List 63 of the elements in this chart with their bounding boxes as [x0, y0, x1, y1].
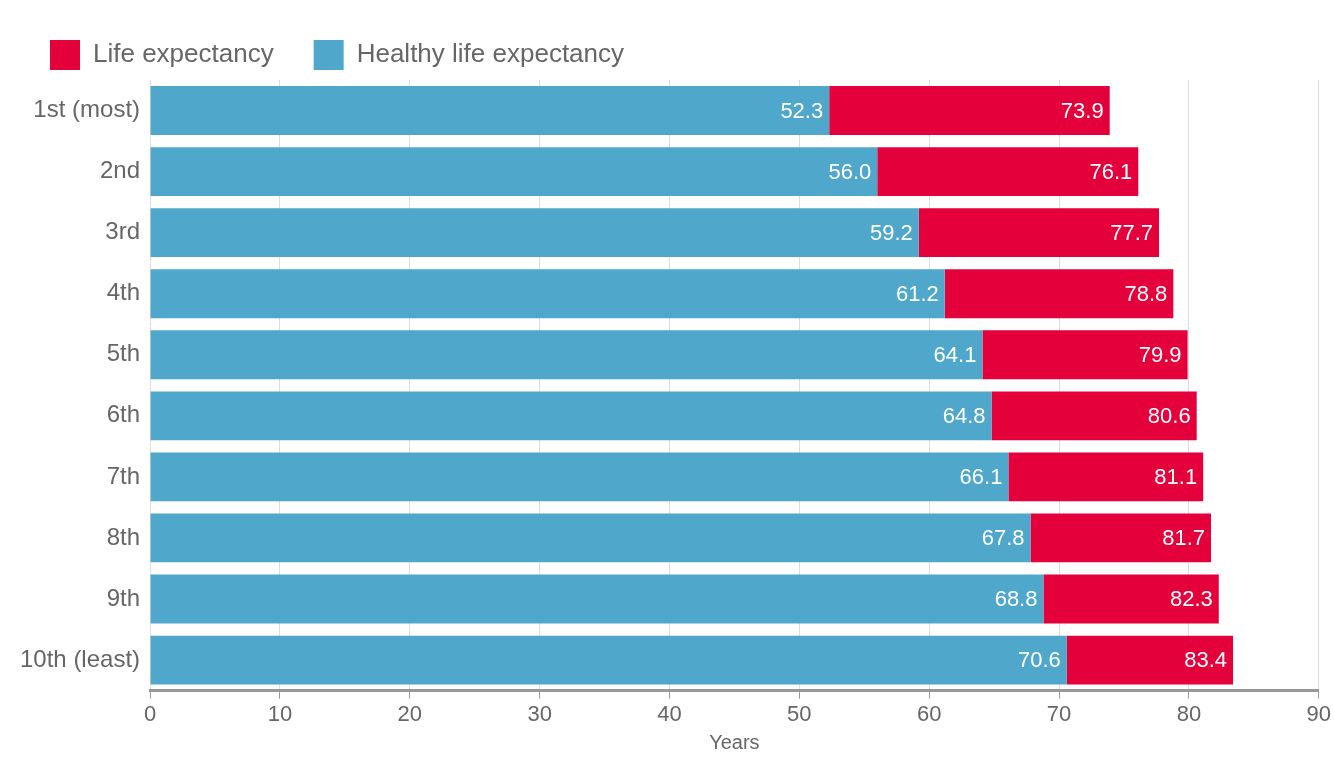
- bar: [150, 574, 1044, 624]
- bar: [1066, 635, 1234, 685]
- data-label: 52.3: [780, 97, 824, 123]
- y-tick-label: 5th: [106, 339, 141, 367]
- y-tick-label: 2nd: [100, 156, 141, 184]
- y-tick-label: 8th: [106, 522, 141, 550]
- bar: [150, 86, 830, 135]
- data-label: 64.8: [942, 402, 986, 428]
- x-tick-label: 60: [916, 700, 942, 726]
- bar: [150, 391, 992, 441]
- x-tick-label: 0: [143, 700, 157, 726]
- total-label: 78.8: [1124, 280, 1168, 306]
- total-label: 77.7: [1110, 219, 1154, 245]
- data-label: 66.1: [959, 463, 1003, 489]
- x-tick-label: 20: [397, 700, 423, 726]
- y-tick-label: 1st (most): [33, 95, 141, 123]
- y-tick-label: 7th: [106, 461, 141, 489]
- x-tick-label: 40: [657, 700, 682, 726]
- data-label: 59.2: [869, 219, 913, 245]
- x-tick-label: 90: [1306, 700, 1332, 726]
- bar: [991, 391, 1197, 441]
- bar: [150, 635, 1067, 685]
- bar: [1008, 452, 1204, 502]
- y-tick-label: 3rd: [105, 217, 141, 245]
- total-label: 80.6: [1147, 402, 1191, 428]
- x-axis-title: Years: [709, 730, 760, 753]
- x-tick-label: 50: [787, 700, 812, 726]
- bar: [1030, 513, 1211, 563]
- total-label: 82.3: [1169, 586, 1213, 612]
- bar: [150, 452, 1009, 502]
- bar: [150, 269, 945, 319]
- data-label: 70.6: [1018, 647, 1061, 673]
- data-label: 61.2: [895, 280, 939, 306]
- total-label: 81.7: [1162, 525, 1205, 551]
- y-tick-label: 10th (least): [20, 644, 141, 672]
- data-label: 68.8: [994, 586, 1038, 612]
- bar: [150, 208, 919, 258]
- total-label: 83.4: [1184, 647, 1228, 673]
- x-tick-label: 70: [1046, 700, 1072, 726]
- total-label: 76.1: [1089, 158, 1133, 184]
- bar: [982, 330, 1188, 380]
- bar: [150, 513, 1031, 563]
- total-label: 81.1: [1154, 463, 1198, 489]
- y-tick-label: 9th: [106, 583, 141, 611]
- bar: [150, 330, 983, 380]
- bar: [877, 147, 1139, 197]
- bar: [150, 147, 878, 197]
- y-tick-label: 6th: [106, 400, 141, 428]
- bar: [1043, 574, 1219, 624]
- total-label: 79.9: [1138, 341, 1182, 367]
- bar: [829, 86, 1110, 135]
- bar: [918, 208, 1160, 258]
- data-label: 56.0: [828, 158, 872, 184]
- x-tick-label: 10: [267, 700, 293, 726]
- total-label: 73.9: [1060, 97, 1104, 123]
- legend-label: Healthy life expectancy: [356, 38, 625, 69]
- bar: [944, 269, 1174, 319]
- x-tick-label: 30: [527, 700, 552, 726]
- legend-label: Life expectancy: [93, 38, 274, 69]
- y-tick-label: 4th: [106, 278, 141, 306]
- data-label: 67.8: [981, 525, 1025, 551]
- data-label: 64.1: [933, 341, 977, 367]
- x-tick-label: 80: [1176, 700, 1202, 726]
